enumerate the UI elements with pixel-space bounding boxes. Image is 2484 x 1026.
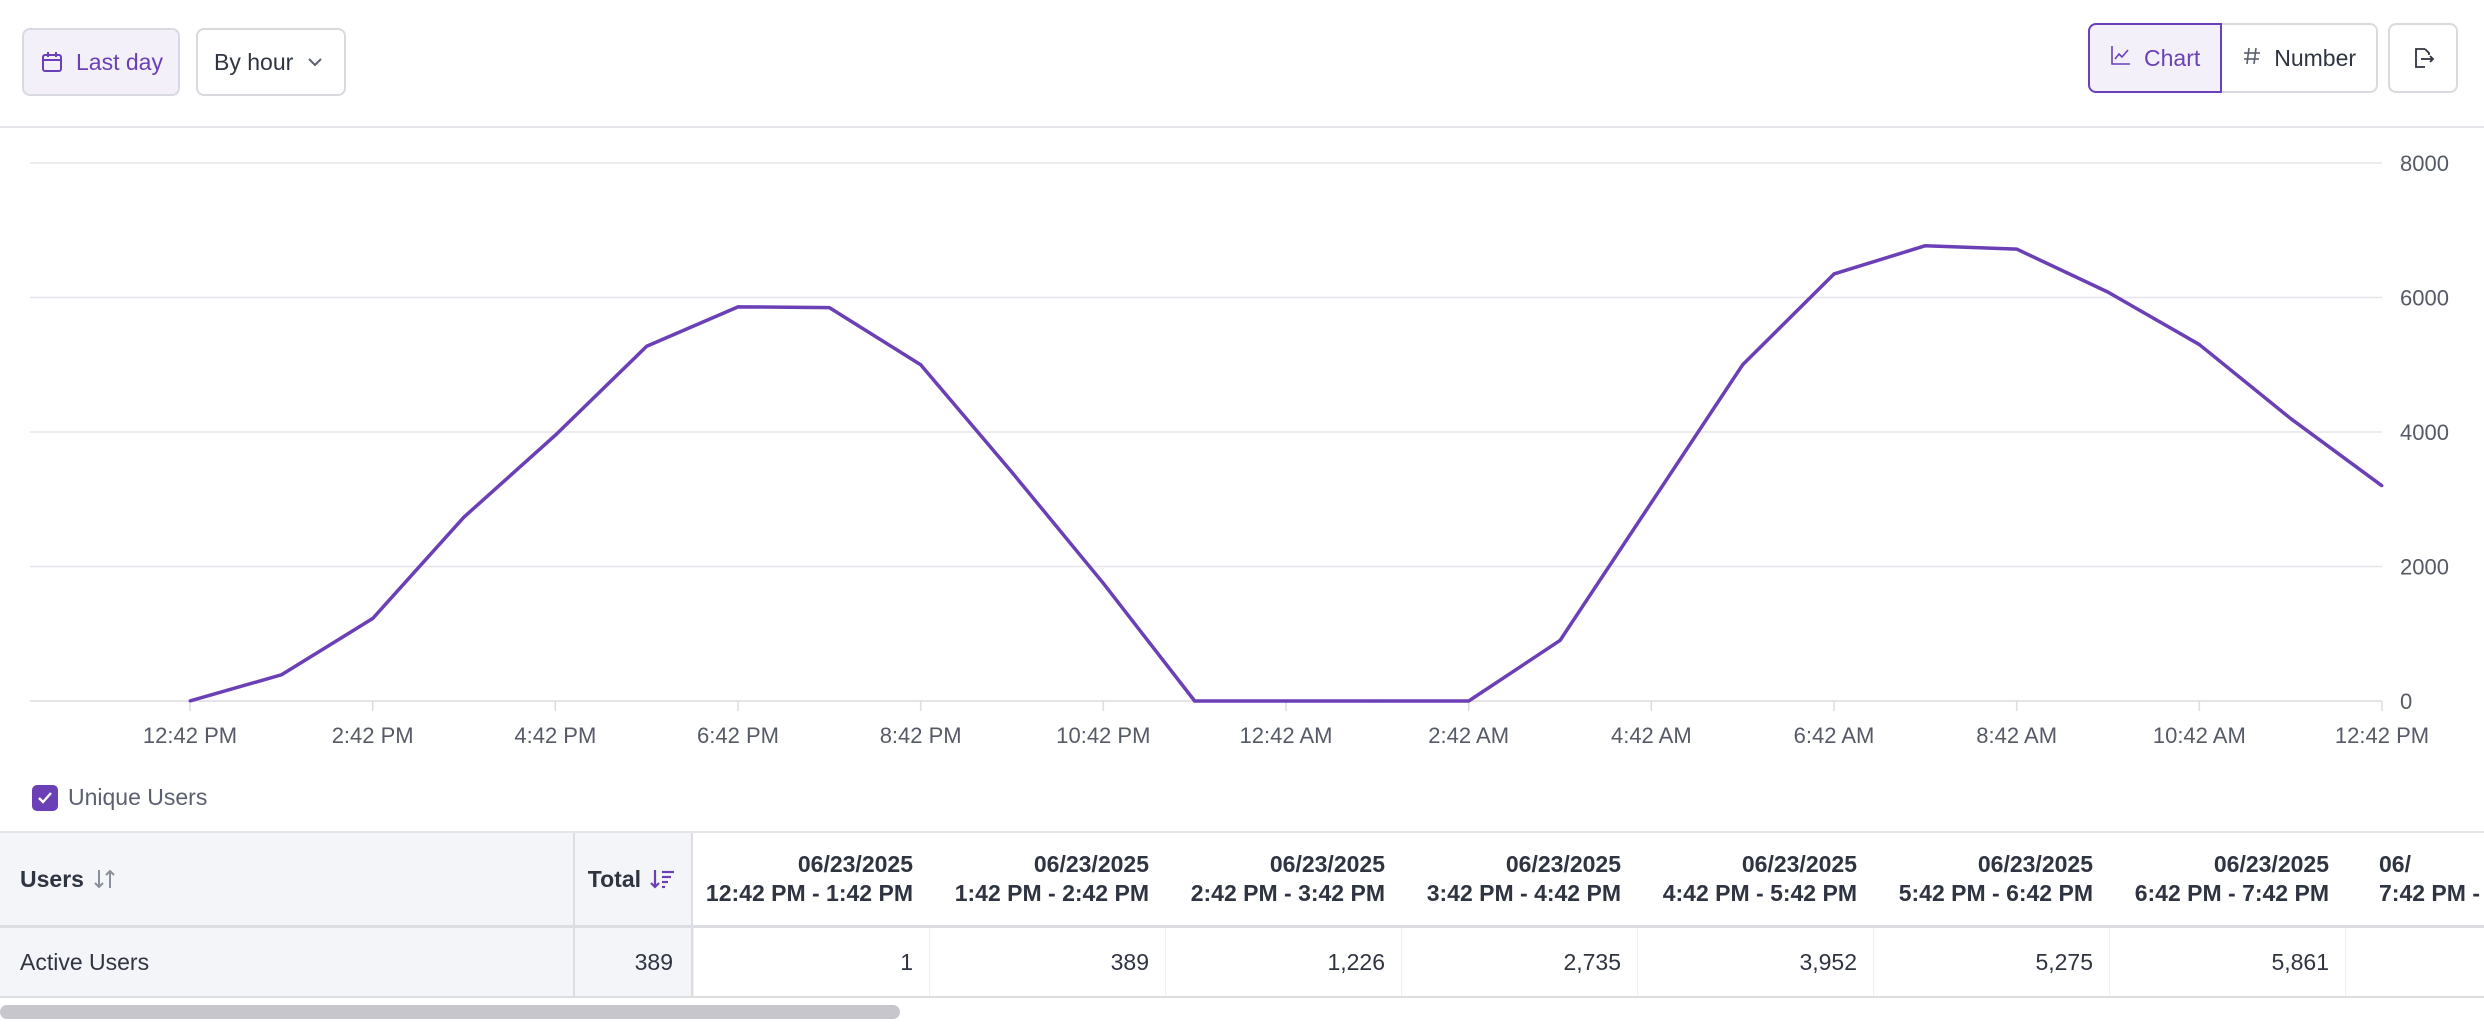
x-tick-label: 2:42 PM: [332, 723, 414, 748]
horizontal-scrollbar[interactable]: [0, 1005, 900, 1019]
date-column-header[interactable]: 06/23/2025 4:42 PM - 5:42 PM: [1662, 851, 1857, 906]
calendar-icon: [40, 50, 64, 74]
chart-legend: Unique Users: [32, 784, 207, 811]
date-column-header[interactable]: 06/23/2025 1:42 PM - 2:42 PM: [954, 851, 1149, 906]
total-column-header[interactable]: Total: [575, 833, 693, 925]
table-cell: 389: [929, 928, 1165, 996]
table-cell: 3,952: [1637, 928, 1873, 996]
chart-view-label: Chart: [2144, 44, 2201, 71]
date-column-header[interactable]: 06/23/2025 6:42 PM - 7:42 PM: [2134, 851, 2329, 906]
y-tick-label: 4000: [2400, 420, 2449, 445]
number-view-label: Number: [2274, 44, 2357, 71]
data-point: [1101, 581, 1105, 585]
users-column-header[interactable]: Users: [0, 833, 575, 925]
x-tick-label: 8:42 PM: [880, 723, 962, 748]
data-point: [1375, 699, 1379, 703]
view-toggle: Chart Number: [2088, 23, 2379, 93]
table-cell: 1: [693, 928, 929, 996]
chevron-down-icon: [305, 52, 325, 72]
data-point: [2106, 290, 2110, 294]
table-cell: 2,735: [1401, 928, 1637, 996]
line-chart: 0 2000 4000 6000 8000 12:42 PM 2:42 PM 4:42 PM 6…: [0, 128, 2484, 768]
data-point: [919, 363, 923, 367]
data-point: [1741, 363, 1745, 367]
data-point: [2289, 417, 2293, 421]
series-line: [189, 243, 2384, 703]
row-label: Active Users: [0, 928, 575, 996]
chart-svg: 0 2000 4000 6000 8000 12:42 PM 2:42 PM 4:42 PM 6…: [30, 151, 2449, 748]
checkmark-icon: [38, 791, 52, 804]
x-tick-label: 6:42 AM: [1794, 723, 1875, 748]
data-point: [1284, 699, 1288, 703]
export-button[interactable]: [2388, 23, 2458, 93]
data-point: [2380, 484, 2384, 488]
data-point: [827, 306, 831, 310]
data-table: Users Total 06/23/2025 12:42 PM - 1:42 PM…: [0, 831, 2484, 1026]
interval-dropdown[interactable]: By hour: [196, 28, 346, 96]
total-header-label: Total: [587, 865, 641, 892]
x-tick-label: 12:42 PM: [143, 723, 237, 748]
data-point: [188, 699, 192, 703]
sort-icon[interactable]: [92, 867, 118, 891]
date-column-header[interactable]: 06/23/2025 12:42 PM - 1:42 PM: [705, 851, 913, 906]
data-point: [736, 305, 740, 309]
y-tick-label: 8000: [2400, 151, 2449, 176]
x-tick-label: 10:42 PM: [1056, 723, 1150, 748]
x-tick-label: 8:42 AM: [1976, 723, 2057, 748]
x-tick-label: 12:42 AM: [1240, 723, 1333, 748]
date-range-label: Last day: [76, 48, 163, 75]
table-cell: [2345, 928, 2484, 996]
x-tick-label: 2:42 AM: [1428, 723, 1509, 748]
export-icon: [2410, 45, 2436, 71]
y-tick-label: 2000: [2400, 555, 2449, 580]
data-point: [371, 617, 375, 621]
table-cell: 5,861: [2109, 928, 2345, 996]
data-point: [645, 344, 649, 348]
legend-label: Unique Users: [68, 784, 208, 810]
chart-view-button[interactable]: Chart: [2088, 23, 2223, 93]
table-row: Active Users 389 1 389 1,226 2,735 3,952…: [0, 928, 2484, 998]
data-point: [1923, 244, 1927, 248]
x-tick-label: 4:42 PM: [514, 723, 596, 748]
interval-label: By hour: [214, 48, 294, 75]
data-point: [1832, 272, 1836, 276]
x-tick-label: 12:42 PM: [2335, 723, 2429, 748]
sort-descending-icon[interactable]: [649, 867, 677, 891]
data-point: [1193, 699, 1197, 703]
date-column-header[interactable]: 06/23/2025 5:42 PM - 6:42 PM: [1898, 851, 2093, 906]
number-view-button[interactable]: Number: [2222, 23, 2379, 93]
data-point: [1467, 699, 1471, 703]
data-point: [279, 673, 283, 677]
x-tick-label: 6:42 PM: [697, 723, 779, 748]
date-column-header[interactable]: 06/23/2025 3:42 PM - 4:42 PM: [1426, 851, 1621, 906]
table-cell: 5,275: [1873, 928, 2109, 996]
users-header-label: Users: [20, 865, 84, 892]
hash-icon: [2242, 45, 2262, 72]
date-range-button[interactable]: Last day: [22, 28, 180, 96]
x-tick-label: 4:42 AM: [1611, 723, 1692, 748]
data-point: [1558, 638, 1562, 642]
x-tick-label: 10:42 AM: [2153, 723, 2246, 748]
data-point: [2015, 247, 2019, 251]
table-header-row: Users Total 06/23/2025 12:42 PM - 1:42 PM…: [0, 833, 2484, 928]
date-column-header[interactable]: 06/7:42 PM -: [2379, 851, 2480, 906]
toolbar: Last day By hour Chart Number: [0, 0, 2484, 128]
data-point: [1010, 470, 1014, 474]
y-tick-label: 0: [2400, 689, 2412, 714]
data-point: [2197, 343, 2201, 347]
data-point: [553, 433, 557, 437]
y-tick-label: 6000: [2400, 286, 2449, 311]
date-column-header[interactable]: 06/23/2025 2:42 PM - 3:42 PM: [1190, 851, 1385, 906]
series-checkbox[interactable]: [32, 784, 58, 811]
data-point: [1649, 501, 1653, 505]
row-total: 389: [575, 928, 693, 996]
line-chart-icon: [2110, 44, 2132, 72]
table-cell: 1,226: [1165, 928, 1401, 996]
data-point: [462, 515, 466, 519]
